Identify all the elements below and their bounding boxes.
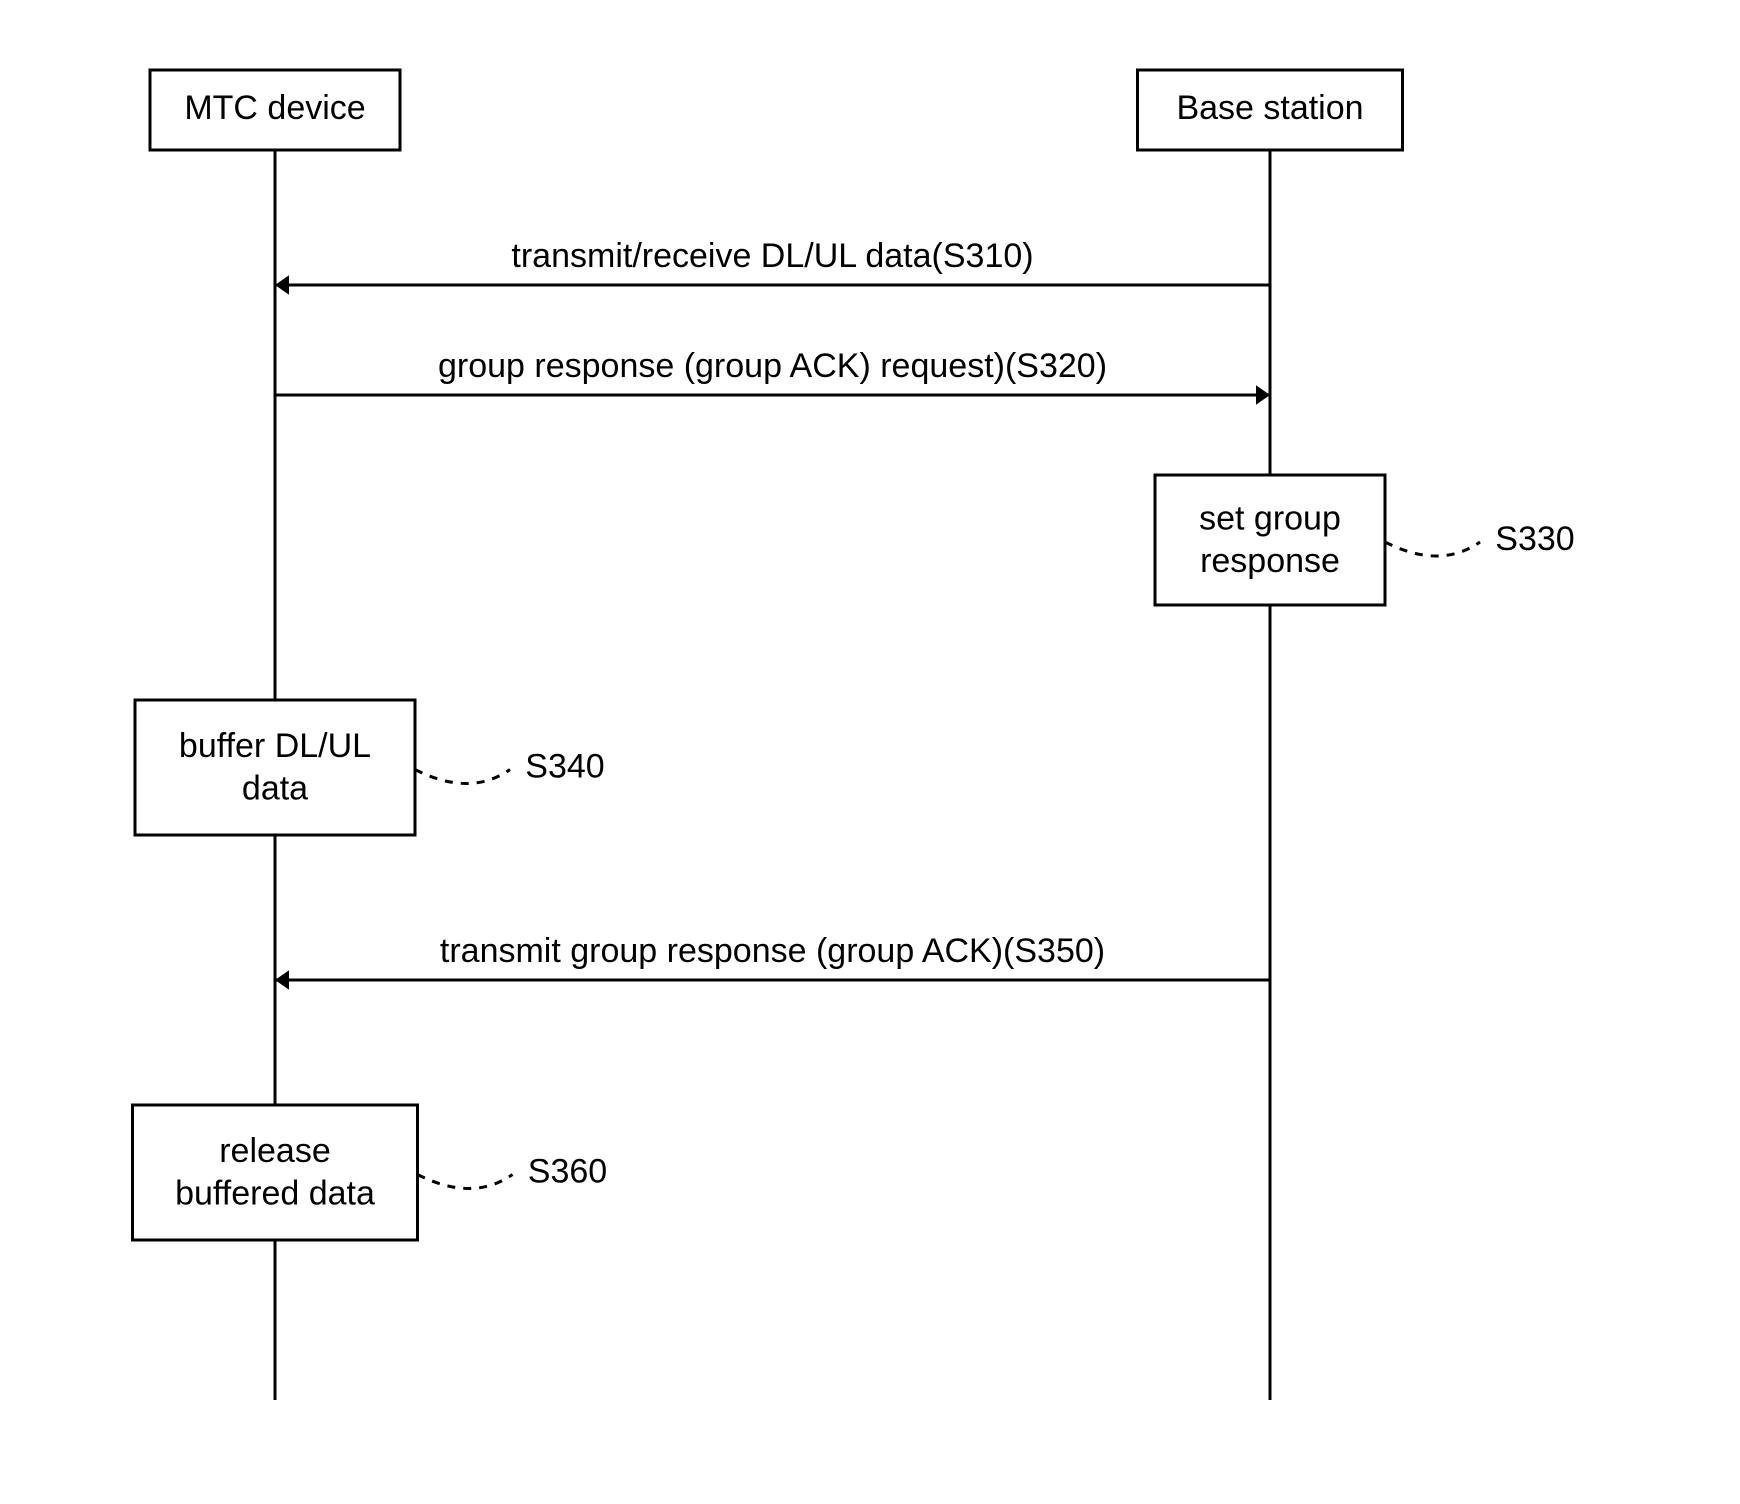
arrowhead-1-icon — [1256, 385, 1270, 405]
participant-label-bs: Base station — [1176, 89, 1363, 127]
message-label-2: transmit group response (group ACK)(S350… — [440, 932, 1105, 970]
message-label-0: transmit/receive DL/UL data(S310) — [511, 237, 1033, 275]
activation-label-2-line-0: release — [219, 1132, 331, 1170]
participant-label-mtc: MTC device — [184, 89, 365, 127]
activation-label-1-line-0: buffer DL/UL — [179, 727, 371, 765]
step-label-0: S330 — [1495, 520, 1574, 558]
leader-0 — [1385, 542, 1480, 556]
activation-box-1 — [135, 700, 415, 835]
activation-label-0-line-0: set group — [1199, 499, 1341, 537]
arrowhead-2-icon — [275, 970, 289, 990]
activation-label-2-line-1: buffered data — [175, 1174, 375, 1212]
step-label-2: S360 — [528, 1153, 607, 1191]
activation-label-1-line-1: data — [242, 769, 308, 807]
step-label-1: S340 — [525, 748, 604, 786]
activation-box-2 — [133, 1105, 418, 1240]
leader-2 — [418, 1175, 513, 1189]
arrowhead-0-icon — [275, 275, 289, 295]
message-label-1: group response (group ACK) request)(S320… — [438, 347, 1107, 385]
activation-box-0 — [1155, 475, 1385, 605]
activation-label-0-line-1: response — [1200, 542, 1340, 580]
leader-1 — [415, 770, 510, 784]
